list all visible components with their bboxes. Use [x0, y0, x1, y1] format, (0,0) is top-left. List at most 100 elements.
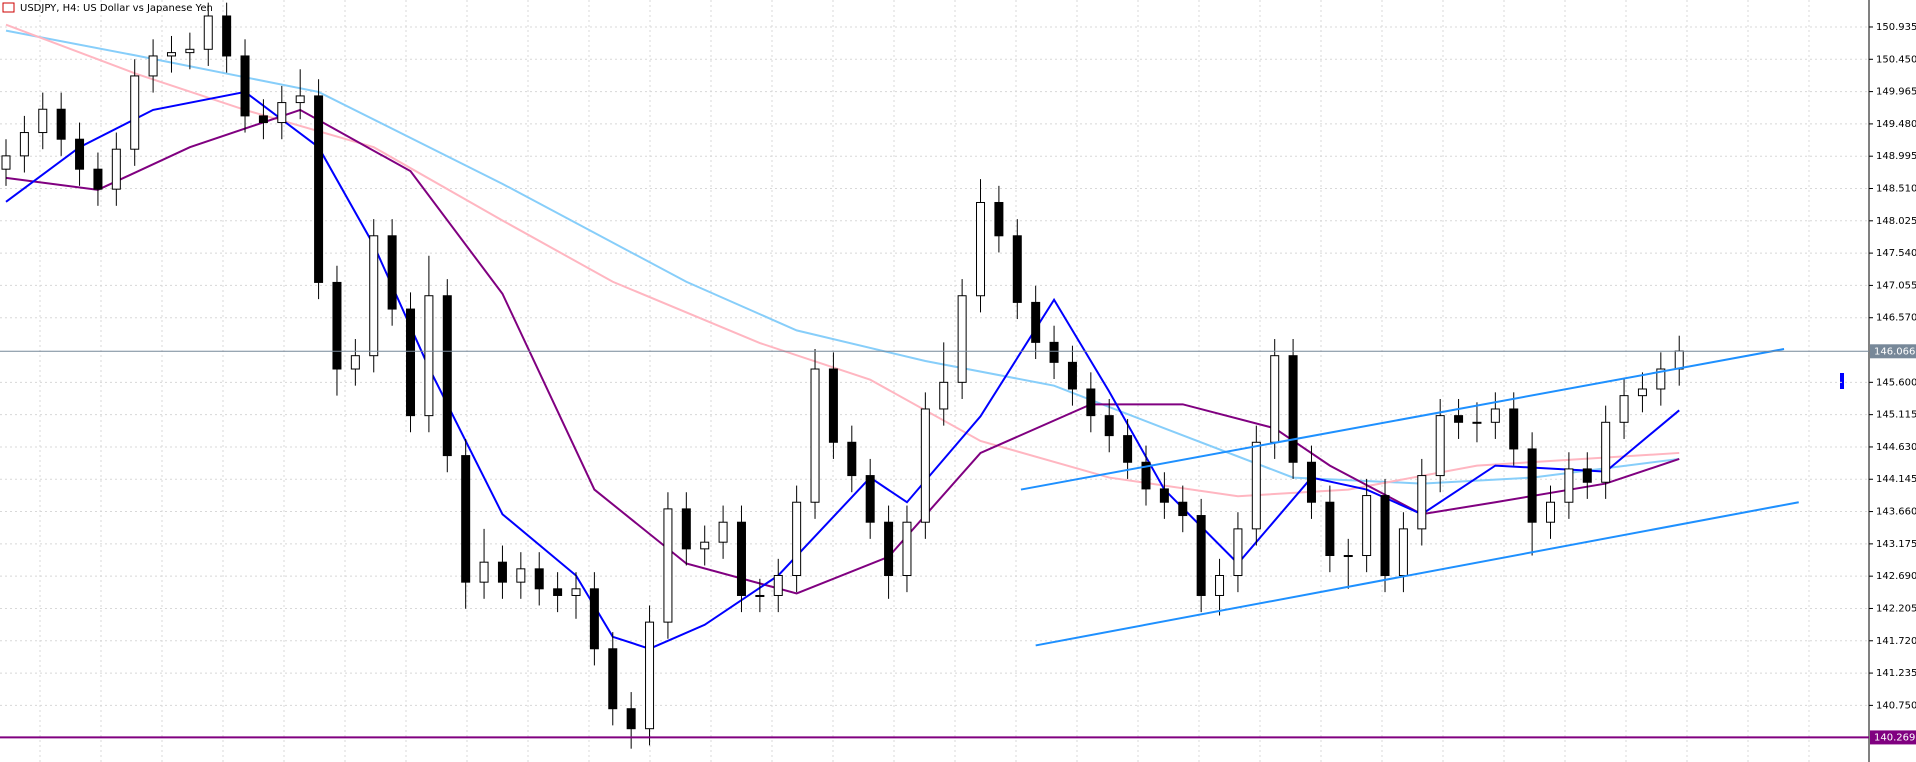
candle-body	[38, 108, 48, 134]
candle-body	[1067, 361, 1077, 390]
marker	[1840, 373, 1844, 389]
y-tick-label: 150.450	[1876, 54, 1916, 65]
y-tick-label: 144.630	[1876, 442, 1916, 453]
y-tick-label: 140.750	[1876, 700, 1916, 711]
candle-body	[1527, 448, 1537, 523]
candle-body	[111, 148, 121, 190]
candle-body	[277, 102, 287, 124]
candle-body	[1637, 388, 1647, 397]
candle-body	[1, 155, 11, 170]
candle-body	[1490, 408, 1500, 423]
candle-body	[1582, 468, 1592, 483]
candle-body	[240, 55, 250, 117]
candle-body	[1159, 488, 1169, 503]
candle-body	[571, 588, 581, 596]
candle-body	[350, 355, 360, 370]
y-tick-label: 147.540	[1876, 248, 1916, 259]
candle-body	[1325, 501, 1335, 557]
candle-body	[1031, 301, 1041, 343]
candle-body	[442, 295, 452, 457]
candle-body	[1233, 528, 1243, 576]
candle-body	[479, 561, 489, 583]
candle-body	[1619, 395, 1629, 423]
y-tick-label: 143.175	[1876, 539, 1916, 550]
trendline	[1035, 501, 1799, 647]
candle-body	[1343, 555, 1353, 558]
y-tick-label: 148.025	[1876, 216, 1916, 227]
candle-body	[1472, 421, 1482, 424]
candle-body	[1123, 435, 1133, 463]
y-tick-label: 148.995	[1876, 151, 1916, 162]
candle-body	[1656, 368, 1666, 390]
candle-body	[1270, 355, 1280, 443]
candle-body	[718, 521, 728, 543]
moving-average	[5, 90, 1680, 650]
candle-body	[755, 594, 765, 597]
candle-body	[203, 15, 213, 50]
candle-body	[681, 508, 691, 550]
candle-body	[295, 95, 305, 104]
candle-body	[1196, 515, 1206, 596]
chart-icon	[2, 2, 15, 13]
candle-body	[1564, 468, 1574, 503]
candle-body	[1674, 350, 1684, 370]
candle-body	[1454, 415, 1464, 423]
candle-body	[957, 295, 967, 383]
price-label: 146.066	[1874, 346, 1915, 357]
candle-body	[994, 201, 1004, 237]
candle-body	[93, 168, 103, 190]
candle-body	[497, 561, 507, 583]
candle-body	[534, 568, 544, 590]
candle-body	[626, 708, 636, 730]
chart-title: USDJPY, H4: US Dollar vs Japanese Yen	[20, 3, 213, 14]
candle-body	[1417, 475, 1427, 530]
candle-body	[1362, 495, 1372, 557]
y-tick-label: 145.115	[1876, 410, 1916, 421]
candle-body	[1104, 415, 1114, 437]
candle-body	[406, 308, 416, 417]
candle-body	[865, 475, 875, 523]
candle-body	[1601, 421, 1611, 483]
candle-body	[589, 588, 599, 650]
y-tick-label: 149.480	[1876, 119, 1916, 130]
candle-body	[130, 75, 140, 150]
candle-body	[1435, 415, 1445, 477]
candle-body	[1398, 528, 1408, 576]
candle-body	[847, 441, 857, 477]
candle-body	[1306, 461, 1316, 503]
candle-body	[1546, 501, 1556, 523]
y-tick-label: 146.570	[1876, 313, 1916, 324]
candle-body	[1049, 341, 1059, 363]
candle-body	[700, 541, 710, 550]
candle-body	[1380, 495, 1390, 576]
candle-body	[884, 521, 894, 576]
candle-body	[939, 381, 949, 410]
candle-body	[19, 132, 29, 157]
candle-body	[56, 108, 66, 140]
y-tick-label: 145.600	[1876, 377, 1916, 388]
candle-body	[1178, 501, 1188, 517]
trendline	[1020, 348, 1785, 491]
candle-body	[1012, 235, 1022, 303]
candle-body	[1215, 574, 1225, 596]
candle-body	[645, 621, 655, 730]
candle-body	[369, 235, 379, 357]
candle-body	[810, 368, 820, 503]
y-tick-label: 150.935	[1876, 22, 1916, 33]
candle-body	[608, 648, 618, 710]
y-tick-label: 141.235	[1876, 668, 1916, 679]
y-tick-label: 142.205	[1876, 603, 1916, 614]
candle-body	[424, 295, 434, 417]
candle-body	[461, 455, 471, 583]
y-tick-label: 144.145	[1876, 474, 1916, 485]
candle-body	[736, 521, 746, 596]
y-tick-label: 143.660	[1876, 507, 1916, 518]
price-label: 140.269	[1874, 732, 1915, 743]
candle-body	[387, 235, 397, 310]
y-tick-label: 141.720	[1876, 636, 1916, 647]
candle-body	[258, 115, 268, 124]
y-tick-label: 142.690	[1876, 571, 1916, 582]
candle-body	[516, 568, 526, 583]
candle-body	[828, 368, 838, 443]
